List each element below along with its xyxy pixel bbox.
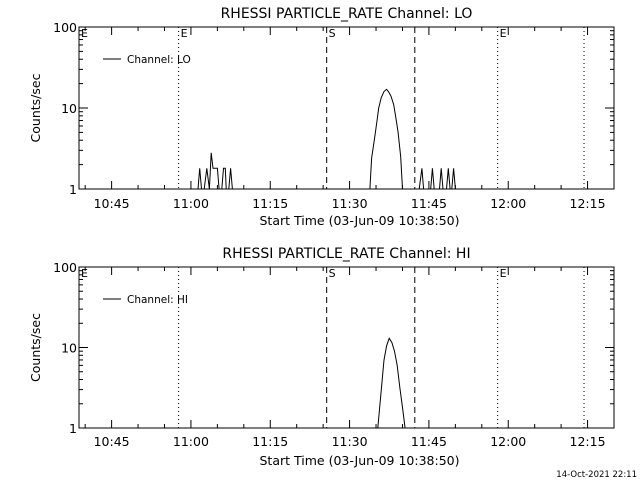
legend-entry: Channel: LO [127,54,191,66]
y-tick-label: 100 [53,260,77,275]
plot-timestamp: 14-Oct-2021 22:11 [556,470,637,480]
y-axis-label: Counts/sec [28,313,43,382]
x-tick-label: 11:00 [173,196,209,211]
x-tick-label: 10:45 [94,196,130,211]
y-axis-label: Counts/sec [28,73,43,142]
plot-frame [78,266,615,429]
series-line [377,337,406,429]
event-line-label: E [181,27,188,40]
y-tick-label: 10 [61,341,77,356]
chart-title: RHESSI PARTICLE_RATE Channel: HI [222,246,470,262]
y-tick-label: 1 [69,182,77,197]
x-tick-label: 11:15 [252,196,288,211]
x-tick-label: 12:00 [490,196,526,211]
series-line [197,88,456,190]
event-line-label: E [500,27,507,40]
x-tick-label: 11:00 [173,434,209,449]
x-tick-label: 10:45 [94,434,130,449]
x-tick-label: 12:00 [490,434,526,449]
event-line-label: E [81,267,88,280]
x-tick-label: 12:15 [570,196,606,211]
x-axis-label: Start Time (03-Jun-09 10:38:50) [260,453,460,468]
chart-title: RHESSI PARTICLE_RATE Channel: LO [221,6,473,22]
x-tick-label: 11:30 [332,196,368,211]
y-tick-label: 1 [69,421,77,436]
x-tick-label: 11:30 [332,434,368,449]
hi-channel-panel: RHESSI PARTICLE_RATE Channel: HI 10:45 11:… [28,246,615,468]
lo-channel-panel: RHESSI PARTICLE_RATE Channel: LO 10:45 11:… [28,6,615,228]
event-line-label: S [329,27,336,40]
x-axis-label: Start Time (03-Jun-09 10:38:50) [260,213,460,228]
event-line-label: S [329,267,336,280]
x-tick-label: 11:45 [411,434,447,449]
x-tick-label: 11:15 [252,434,288,449]
x-tick-label: 11:45 [411,196,447,211]
legend-entry: Channel: HI [127,294,188,306]
y-tick-label: 10 [61,101,77,116]
event-line-label: E [81,27,88,40]
plot-frame [78,26,615,190]
y-tick-label: 100 [53,20,77,35]
event-line-label: E [500,267,507,280]
x-tick-label: 12:15 [570,434,606,449]
